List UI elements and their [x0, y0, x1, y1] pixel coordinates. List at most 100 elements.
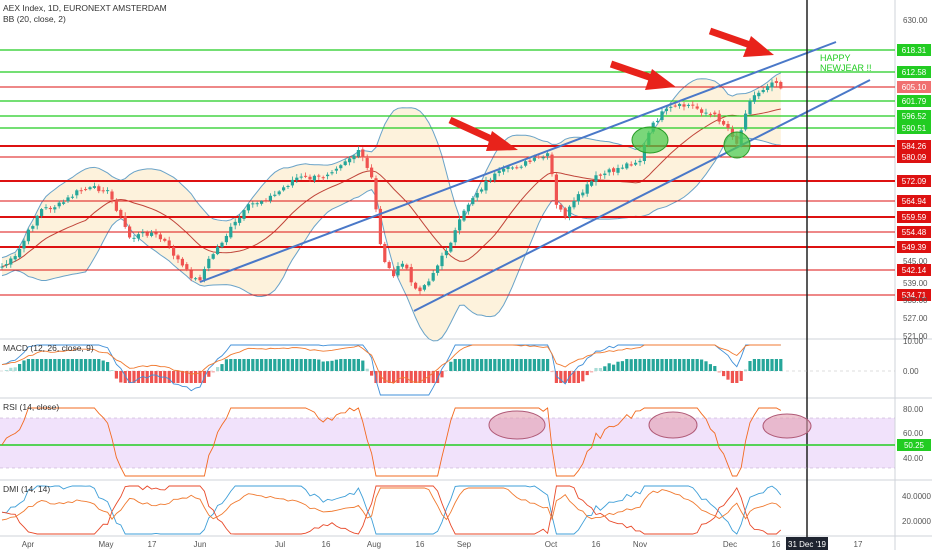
candle-body [202, 269, 206, 280]
macd-histogram-bar [312, 359, 316, 371]
candle-body [678, 103, 682, 107]
candle-body [277, 191, 281, 195]
macd-histogram-bar [559, 371, 563, 383]
candle-body [515, 167, 519, 169]
macd-histogram-bar [585, 371, 589, 376]
macd-histogram-bar [106, 362, 110, 371]
macd-histogram-bar [519, 359, 523, 371]
macd-histogram-bar [770, 359, 774, 371]
candle-body [251, 203, 255, 205]
macd-histogram-bar [598, 368, 602, 371]
candle-body [114, 200, 118, 211]
price-axis[interactable]: 618.31 612.58 601.79 596.52 590.51 605.10 584.… [897, 16, 931, 526]
candle-body [541, 157, 545, 159]
highlight-ellipse-1 [631, 126, 669, 154]
candle-body [572, 200, 576, 208]
price-tick-label: 527.00 [903, 314, 928, 323]
red-level-tag [897, 151, 931, 163]
macd-histogram-bar [730, 371, 734, 383]
macd-histogram-bar [708, 364, 712, 371]
macd-histogram-bar [246, 359, 250, 371]
candle-body [92, 186, 96, 188]
candle-body [167, 240, 171, 246]
macd-histogram-bar [180, 371, 184, 383]
macd-histogram-bar [242, 359, 246, 371]
candle-body [220, 242, 224, 248]
macd-histogram-bar [414, 371, 418, 383]
candle-body [629, 164, 633, 166]
macd-histogram-bar [651, 359, 655, 371]
candle-body [9, 258, 13, 265]
candle-body [590, 181, 594, 186]
macd-histogram-bar [678, 359, 682, 371]
candle-body [22, 240, 26, 249]
candle-body [431, 272, 435, 281]
red-level-tag [897, 241, 931, 253]
bb-basis [1, 108, 781, 268]
candle-body [612, 168, 616, 172]
macd-histogram-bar [502, 359, 506, 371]
candle-body [656, 120, 660, 122]
macd-histogram-bar [744, 369, 748, 371]
macd-histogram-bar [475, 359, 479, 371]
candle-body [150, 232, 154, 236]
candle-body [695, 106, 699, 109]
candle-body [312, 175, 316, 181]
candle-body [436, 265, 440, 273]
macd-histogram-bar [537, 359, 541, 371]
candle-body [119, 209, 123, 216]
green-level-tag [897, 95, 931, 107]
candle-body [13, 256, 17, 260]
macd-histogram-bar [268, 359, 272, 371]
macd-histogram-bar [114, 371, 118, 379]
candle-body [40, 209, 44, 216]
candle-body [286, 185, 290, 187]
candle-body [35, 215, 39, 226]
time-axis[interactable]: Apr May 17 Jun Jul 16 Aug 16 Sep Oct 16 Nov Dec 16 17 [22, 540, 863, 549]
candle-body [282, 187, 286, 191]
candle-body [180, 258, 184, 266]
macd-histogram-bar [40, 359, 44, 371]
red-level-value: 580.09 [902, 153, 927, 162]
candle-body [317, 175, 321, 177]
channel-upper-line[interactable] [199, 41, 837, 283]
red-level-value: 554.48 [902, 228, 927, 237]
cursor-date-label: 31 Dec '19 [788, 540, 827, 549]
candle-body [748, 100, 752, 115]
candle-body [308, 176, 312, 180]
candle-body [700, 109, 704, 113]
macd-histogram-bar [594, 367, 598, 371]
candle-body [370, 167, 374, 178]
macd-histogram-bar [378, 371, 382, 383]
macd-histogram-bar [735, 371, 739, 383]
macd-histogram-bar [79, 359, 83, 371]
macd-histogram-bar [506, 359, 510, 371]
candle-body [638, 160, 642, 163]
red-level-tag [897, 175, 931, 187]
macd-histogram-bar [713, 366, 717, 371]
time-tick-label: 16 [322, 540, 331, 549]
green-level-tag [897, 122, 931, 134]
candle-body [774, 81, 778, 83]
candle-body [26, 229, 30, 242]
macd-histogram-bar [356, 359, 360, 371]
red-level-tag [897, 195, 931, 207]
candle-body [625, 163, 629, 169]
candle-body [691, 104, 695, 106]
trend-channel[interactable] [199, 41, 871, 312]
macd-histogram-bar [211, 371, 215, 373]
macd-histogram-bar [317, 359, 321, 371]
candle-body [594, 175, 598, 182]
candle-body [79, 190, 83, 192]
channel-lower-line[interactable] [413, 79, 871, 312]
candle-body [242, 210, 246, 219]
macd-histogram-bar [528, 359, 532, 371]
macd-histogram-bar [150, 371, 154, 383]
price-tick-label: 539.00 [903, 279, 928, 288]
macd-histogram-bar [392, 371, 396, 383]
macd-histogram-bar [321, 361, 325, 371]
macd-histogram-bar [647, 359, 651, 371]
macd-histogram-bar [515, 359, 519, 371]
candle-body [176, 255, 180, 260]
